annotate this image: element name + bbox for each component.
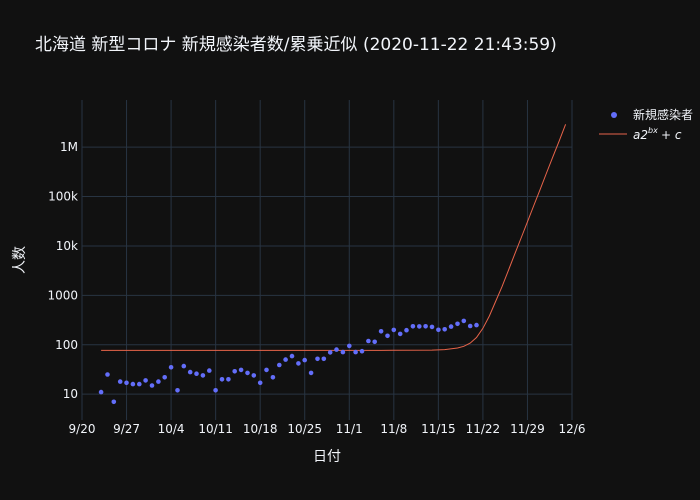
- grid: [81, 100, 573, 420]
- data-point: [448, 324, 454, 329]
- x-tick-label: 11/8: [380, 422, 407, 436]
- data-point: [207, 368, 212, 373]
- data-point: [98, 389, 104, 395]
- data-point: [429, 324, 435, 330]
- legend-fit-exponent: bx: [648, 126, 658, 135]
- x-tick-label: 10/4: [158, 422, 185, 436]
- data-point: [264, 367, 269, 373]
- y-tick-label: 1M: [60, 140, 78, 154]
- fit-line: [101, 124, 567, 351]
- legend-fit-constant: + c: [661, 128, 682, 142]
- data-point: [226, 377, 231, 382]
- data-point: [404, 327, 409, 333]
- data-point: [391, 327, 397, 333]
- legend-label-cases: 新規感染者: [633, 107, 693, 122]
- data-point: [474, 322, 479, 328]
- data-point: [442, 327, 448, 332]
- data-point: [359, 348, 365, 354]
- data-point: [334, 347, 339, 352]
- data-point: [194, 371, 199, 377]
- fit-line-layer: [101, 124, 567, 351]
- data-point: [289, 353, 295, 359]
- data-point: [219, 377, 225, 382]
- y-tick-label: 10: [63, 387, 78, 401]
- data-point: [105, 372, 110, 377]
- x-tick-label: 11/1: [336, 422, 363, 436]
- data-point: [149, 383, 155, 388]
- data-point: [353, 349, 358, 355]
- data-point: [245, 370, 250, 376]
- data-point: [130, 381, 136, 387]
- data-point: [270, 375, 276, 380]
- data-point: [232, 369, 237, 374]
- data-point: [436, 327, 441, 333]
- data-point: [156, 379, 161, 384]
- data-point: [257, 380, 263, 386]
- data-point: [366, 338, 371, 344]
- data-point: [423, 324, 428, 329]
- data-point: [385, 333, 390, 339]
- y-axis-title: 人数: [12, 246, 28, 274]
- data-point: [213, 388, 218, 393]
- data-point: [181, 363, 187, 369]
- data-point: [315, 356, 320, 362]
- x-tick-labels: 9/20 9/27 10/4 10/11 10/18 10/25 11/1 11/8 11/15…: [69, 422, 586, 436]
- y-tick-label: 100k: [48, 190, 78, 204]
- y-tick-label: 100: [55, 338, 78, 352]
- data-point: [308, 370, 314, 376]
- y-tick-label: 10k: [56, 239, 78, 253]
- data-point: [175, 388, 180, 393]
- legend-marker-cases: [611, 112, 617, 118]
- data-point: [143, 378, 148, 383]
- data-point: [327, 350, 333, 355]
- x-tick-label: 12/6: [559, 422, 586, 436]
- x-tick-label: 9/27: [113, 422, 140, 436]
- scatter-points: [98, 318, 479, 405]
- data-point: [251, 373, 257, 378]
- data-point: [397, 331, 403, 337]
- data-point: [137, 381, 142, 387]
- legend-label-fit: a2 bx + c: [633, 126, 682, 142]
- data-point: [283, 357, 288, 362]
- data-point: [187, 369, 193, 375]
- data-point: [467, 323, 473, 329]
- y-tick-label: 1000: [47, 288, 78, 302]
- x-tick-label: 10/25: [287, 422, 322, 436]
- y-tick-labels: 10 100 1000 10k 100k 1M: [47, 140, 78, 401]
- x-tick-label: 11/15: [421, 422, 456, 436]
- data-point: [340, 349, 346, 355]
- data-point: [117, 379, 123, 384]
- data-point: [461, 318, 467, 324]
- data-point: [238, 367, 244, 373]
- x-tick-label: 11/22: [466, 422, 501, 436]
- data-point: [296, 361, 301, 366]
- data-point: [321, 356, 327, 362]
- data-point: [162, 375, 167, 380]
- data-point: [124, 380, 129, 386]
- legend-fit-base: a2: [633, 128, 648, 142]
- x-tick-label: 11/29: [510, 422, 545, 436]
- data-point: [200, 373, 206, 378]
- data-point: [372, 339, 378, 345]
- data-point: [111, 399, 117, 405]
- x-tick-label: 10/11: [198, 422, 233, 436]
- data-point: [277, 362, 282, 368]
- x-axis-title: 日付: [313, 449, 341, 465]
- legend[interactable]: 新規感染者 a2 bx + c: [599, 107, 693, 142]
- chart-title: 北海道 新型コロナ 新規感染者数/累乗近似 (2020-11-22 21:43:…: [35, 35, 557, 55]
- x-tick-label: 9/20: [69, 422, 96, 436]
- x-tick-label: 10/18: [243, 422, 278, 436]
- data-point: [417, 324, 422, 329]
- data-point: [455, 321, 460, 327]
- data-point: [302, 357, 308, 363]
- data-point: [378, 329, 384, 334]
- data-point: [410, 324, 416, 329]
- data-point: [168, 365, 174, 370]
- data-point: [347, 343, 352, 349]
